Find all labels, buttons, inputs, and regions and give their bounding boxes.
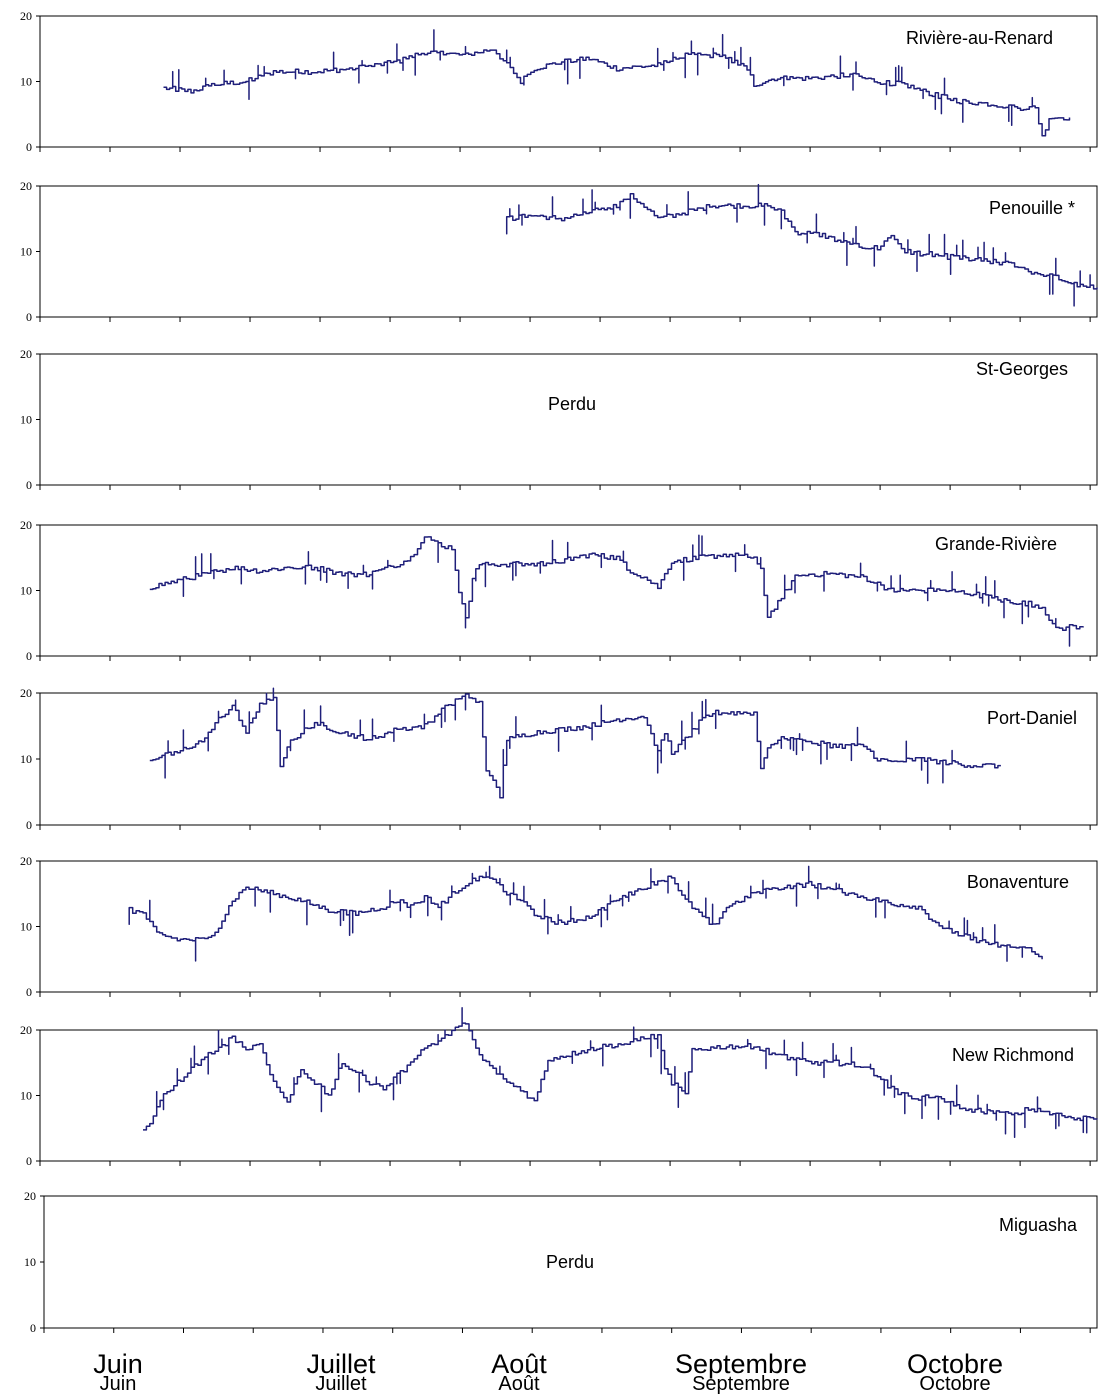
y-tick-label: 10	[20, 413, 32, 427]
panel-frame	[39, 860, 1098, 993]
y-tick-label: 0	[26, 985, 32, 999]
y-tick-label: 10	[20, 75, 32, 89]
y-tick-label: 20	[20, 179, 32, 193]
panel-3: 0 10 20 St-Georges Perdu	[20, 347, 1098, 492]
status-label: Perdu	[548, 394, 596, 414]
panel-5: 0 10 20 Port-Daniel	[20, 686, 1098, 832]
series-line	[143, 1006, 1098, 1139]
station-label: Bonaventure	[967, 872, 1069, 892]
series-line	[149, 687, 1001, 799]
y-tick-label: 20	[20, 1023, 32, 1037]
month-label: Août	[498, 1373, 540, 1395]
y-tick-label: 10	[20, 752, 32, 766]
month-label-large: Juillet	[306, 1349, 376, 1379]
y-tick-label: 20	[20, 854, 32, 868]
month-label-large: Septembre	[675, 1349, 807, 1379]
series-line	[149, 534, 1085, 647]
y-tick-label: 20	[20, 686, 32, 700]
station-label: St-Georges	[976, 359, 1068, 379]
y-tick-label: 10	[20, 920, 32, 934]
month-label-large: Octobre	[907, 1349, 1003, 1379]
series-line	[163, 29, 1071, 137]
panel-1: 0 10 20 Rivière-au-Renard	[20, 9, 1098, 154]
station-label: Penouille *	[989, 198, 1075, 218]
y-tick-label: 0	[26, 1154, 32, 1168]
month-label-large: Juin	[93, 1349, 143, 1379]
month-label: Juillet	[315, 1373, 367, 1395]
y-tick-label: 10	[20, 584, 32, 598]
station-label: Miguasha	[999, 1215, 1078, 1235]
y-tick-label: 10	[24, 1255, 36, 1269]
y-tick-label: 0	[26, 818, 32, 832]
panel-8: 0 10 20 Miguasha Perdu	[24, 1189, 1098, 1335]
y-tick-label: 0	[30, 1321, 36, 1335]
y-tick-label: 20	[24, 1189, 36, 1203]
y-tick-label: 20	[20, 9, 32, 23]
station-label: New Richmond	[952, 1045, 1074, 1065]
y-tick-label: 20	[20, 347, 32, 361]
panel-frame	[39, 692, 1098, 826]
panel-4: 0 10 20 Grande-Rivière	[20, 518, 1098, 663]
station-label: Rivière-au-Renard	[906, 28, 1053, 48]
panel-frame	[39, 353, 1098, 486]
panel-7: 0 10 20 New Richmond	[20, 1006, 1098, 1168]
y-tick-label: 0	[26, 310, 32, 324]
month-label-large: Août	[491, 1349, 547, 1379]
station-label: Grande-Rivière	[935, 534, 1057, 554]
y-tick-label: 0	[26, 649, 32, 663]
series-line	[128, 865, 1043, 962]
y-tick-label: 10	[20, 1089, 32, 1103]
y-tick-label: 0	[26, 478, 32, 492]
panel-6: 0 10 20 Bonaventure	[20, 854, 1098, 999]
panel-frame	[39, 185, 1098, 318]
status-label: Perdu	[546, 1252, 594, 1272]
series-line	[505, 183, 1098, 307]
panel-2: 0 10 20 Penouille *	[20, 179, 1098, 324]
panel-frame	[39, 1029, 1098, 1162]
y-tick-label: 0	[26, 140, 32, 154]
y-tick-label: 20	[20, 518, 32, 532]
station-label: Port-Daniel	[987, 708, 1077, 728]
month-label: Septembre	[692, 1373, 790, 1395]
y-tick-label: 10	[20, 245, 32, 259]
month-label: Octobre	[919, 1373, 990, 1395]
month-label: Juin	[100, 1373, 137, 1395]
